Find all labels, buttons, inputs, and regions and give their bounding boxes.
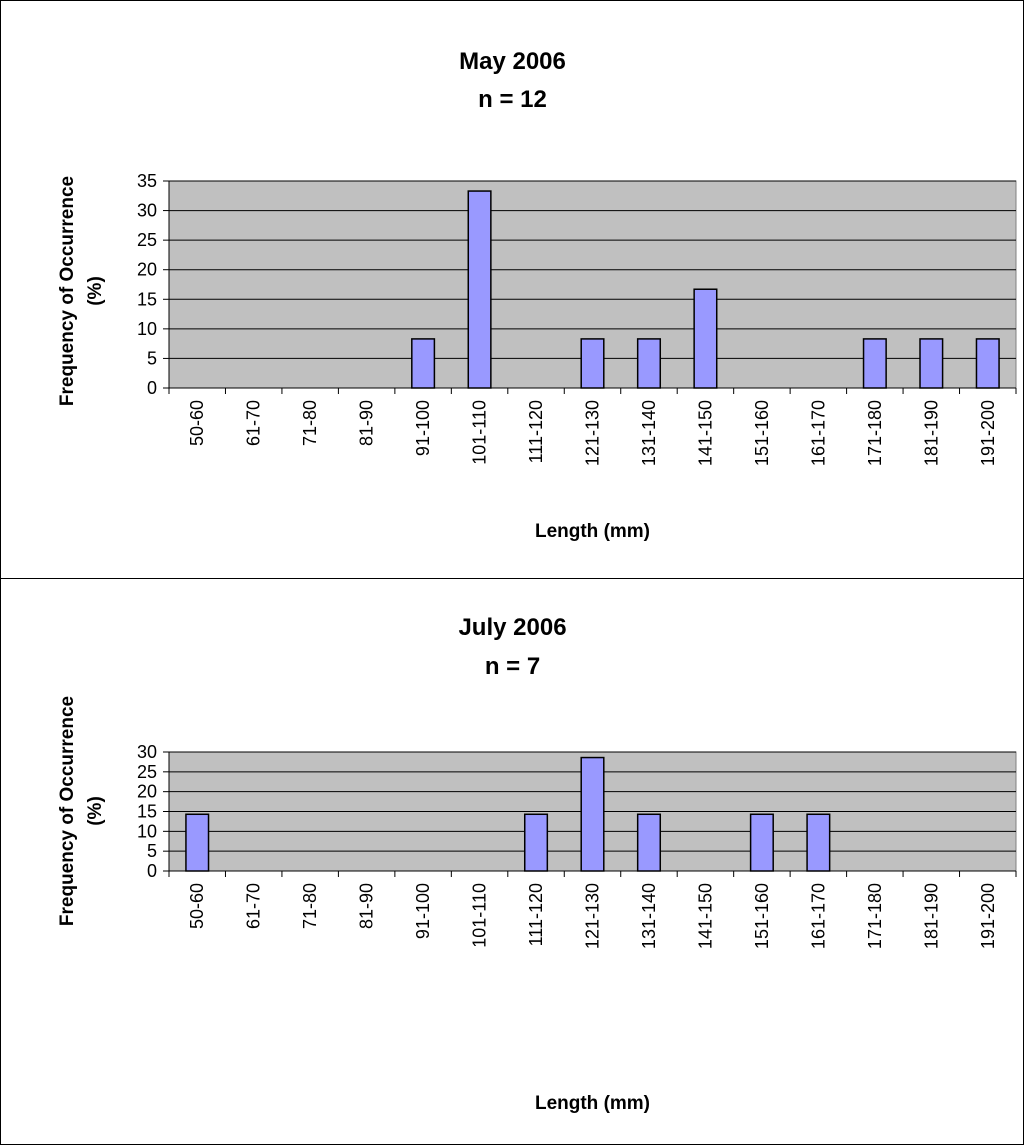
- x-tick-label: 141-150: [695, 400, 715, 466]
- y-tick-label: 5: [147, 841, 157, 861]
- chart-panel-may: May 2006 n = 12 0 5 10 15 20 25 30 35 50-60 61-70 71…: [0, 0, 1024, 579]
- x-tick-label: 71-80: [300, 400, 320, 446]
- y-tick-label: 0: [147, 378, 157, 398]
- x-tick-label: 171-180: [865, 883, 885, 949]
- bar: [580, 338, 605, 389]
- y-tick-label: 15: [137, 289, 157, 309]
- x-tick-label: 81-90: [357, 400, 377, 446]
- x-tick-label: 71-80: [300, 883, 320, 929]
- x-axis-title: Length (mm): [535, 1093, 650, 1114]
- y-tick-label: 35: [137, 171, 157, 191]
- bar: [975, 338, 1000, 389]
- chart-subtitle: n = 12: [478, 86, 547, 113]
- bar: [636, 813, 662, 872]
- x-tick-label: 50-60: [187, 883, 207, 929]
- x-tick-label: 191-200: [978, 883, 998, 949]
- y-tick-label: 20: [137, 260, 157, 280]
- x-tick-label: 121-130: [583, 883, 603, 949]
- x-tick-label: 161-170: [808, 400, 828, 466]
- y-tick-label: 25: [137, 762, 157, 782]
- chart-svg-may: May 2006 n = 12 0 5 10 15 20 25 30 35 50-60 61-70 71…: [57, 48, 1017, 542]
- x-tick-label: 171-180: [865, 400, 885, 466]
- chart-title: July 2006: [458, 614, 566, 641]
- y-axis-title-line2: (%): [85, 276, 106, 306]
- y-tick-label: 30: [137, 201, 157, 221]
- y-tick-label: 10: [137, 319, 157, 339]
- x-tick-label: 181-190: [921, 883, 941, 949]
- bar: [693, 288, 718, 389]
- x-tick-label: 181-190: [921, 400, 941, 466]
- bar: [749, 813, 774, 872]
- bar: [636, 338, 662, 389]
- x-tick-label: 131-140: [639, 400, 659, 466]
- y-tick-label: 30: [137, 742, 157, 762]
- bar: [523, 813, 549, 872]
- x-tick-label: 121-130: [583, 400, 603, 466]
- bar: [862, 338, 887, 389]
- bar: [806, 813, 831, 872]
- x-tick-label: 151-160: [752, 883, 772, 949]
- y-tick-label: 5: [147, 348, 157, 368]
- x-tick-label: 101-110: [470, 400, 490, 465]
- x-tick-label: 61-70: [244, 400, 264, 446]
- x-tick-label: 161-170: [808, 883, 828, 949]
- x-tick-label: 151-160: [752, 400, 772, 466]
- x-tick-label: 101-110: [470, 883, 490, 948]
- y-axis-title-line1: Frequency of Occurrence: [57, 176, 78, 406]
- bar: [411, 338, 436, 389]
- x-tick-label: 111-120: [526, 883, 546, 946]
- x-tick-label: 50-60: [187, 400, 207, 446]
- bar: [580, 756, 605, 872]
- x-tick-label: 91-100: [413, 883, 433, 939]
- bar: [467, 190, 492, 389]
- y-tick-label: 25: [137, 230, 157, 250]
- chart-title: May 2006: [459, 48, 566, 75]
- x-tick-label: 111-120: [526, 400, 546, 463]
- x-tick-label: 81-90: [357, 883, 377, 929]
- x-tick-label: 61-70: [244, 883, 264, 929]
- y-axis-title-line1: Frequency of Occurrence: [57, 696, 78, 926]
- x-axis-title: Length (mm): [535, 521, 650, 542]
- x-tick-label: 91-100: [413, 400, 433, 456]
- y-tick-label: 0: [147, 861, 157, 881]
- x-tick-label: 131-140: [639, 883, 659, 949]
- y-tick-label: 10: [137, 821, 157, 841]
- y-tick-label: 15: [137, 802, 157, 822]
- x-tick-label: 191-200: [978, 400, 998, 466]
- bar: [185, 813, 210, 872]
- y-tick-label: 20: [137, 782, 157, 802]
- chart-panel-july: July 2006 n = 7 0 5 10 15 20 25 30 50-60 61-70 71-8…: [0, 578, 1024, 1145]
- x-tick-label: 141-150: [695, 883, 715, 949]
- chart-subtitle: n = 7: [485, 653, 540, 680]
- y-axis-title-line2: (%): [85, 796, 106, 826]
- bar: [919, 338, 944, 389]
